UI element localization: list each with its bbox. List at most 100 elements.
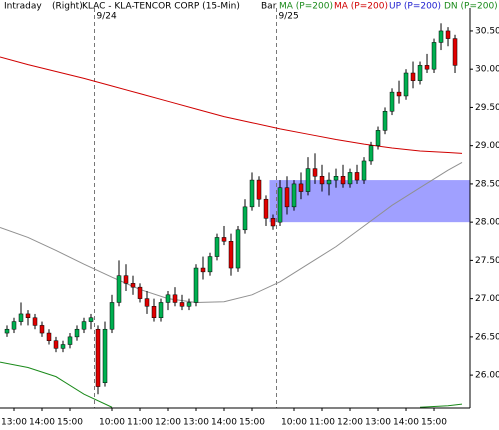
y-tick-label: 29.00 xyxy=(475,141,499,151)
x-tick-label: 14:00 xyxy=(211,418,237,428)
legend-label: UP (P=200) xyxy=(389,2,441,12)
candle-body xyxy=(396,91,402,97)
candle-body xyxy=(375,130,381,146)
y-tick-label: 30.50 xyxy=(475,26,499,36)
candle-body xyxy=(207,256,213,273)
x-tick-label: 14:00 xyxy=(29,418,55,428)
x-tick-label: 13:00 xyxy=(365,418,391,428)
candle-body xyxy=(74,328,80,338)
candle-body xyxy=(249,179,255,208)
x-tick-label: 15:00 xyxy=(421,418,447,428)
candle-body xyxy=(431,42,437,70)
candle-body xyxy=(130,283,136,288)
header: Intraday xyxy=(4,2,42,12)
candle-body xyxy=(312,168,318,177)
candle-body xyxy=(235,229,241,269)
candle-body xyxy=(144,298,150,307)
y-tick-label: 27.50 xyxy=(475,256,499,266)
candle-body xyxy=(137,286,143,299)
candle-body xyxy=(228,241,234,269)
candle-body xyxy=(298,183,304,192)
y-tick-label: 26.50 xyxy=(475,332,499,342)
candle-body xyxy=(200,267,206,273)
header: (Right) xyxy=(52,2,83,12)
candle-body xyxy=(242,206,248,231)
y-tick-label: 28.00 xyxy=(475,218,499,228)
candle-body xyxy=(116,275,122,303)
candle-body xyxy=(25,313,31,319)
candle-body xyxy=(417,65,423,81)
x-tick-label: 13:00 xyxy=(1,418,27,428)
y-tick-label: 29.50 xyxy=(475,103,499,113)
candle-body xyxy=(445,30,451,39)
candle-body xyxy=(179,302,185,307)
x-tick-label: 10:00 xyxy=(99,418,125,428)
x-tick-label: 12:00 xyxy=(337,418,363,428)
candle-body xyxy=(60,344,66,349)
y-tick-label: 30.00 xyxy=(475,65,499,75)
candle-body xyxy=(102,328,108,384)
candle-body xyxy=(158,302,164,319)
candle-body xyxy=(284,187,290,208)
candle-body xyxy=(67,336,73,345)
day-label: 9/24 xyxy=(97,12,117,22)
y-tick-label: 27.00 xyxy=(475,294,499,304)
candle-body xyxy=(221,237,227,242)
candle-body xyxy=(403,72,409,97)
y-tick-label: 26.00 xyxy=(475,371,499,381)
candle-body xyxy=(368,145,374,162)
day-label: 9/25 xyxy=(279,12,299,22)
x-tick-label: 12:00 xyxy=(155,418,181,428)
candle-body xyxy=(263,198,269,219)
candle-body xyxy=(32,317,38,326)
x-tick-label: 11:00 xyxy=(127,418,153,428)
x-tick-label: 14:00 xyxy=(393,418,419,428)
candle-body xyxy=(340,176,346,185)
candle-body xyxy=(305,168,311,192)
candle-body xyxy=(347,172,353,185)
candle-body xyxy=(361,160,367,181)
candle-body xyxy=(452,38,458,66)
indicator-line xyxy=(0,162,463,303)
legend-label: DN (P=200) xyxy=(444,2,498,12)
candle-body xyxy=(438,30,444,43)
candle-body xyxy=(214,237,220,257)
candle-body xyxy=(354,172,360,181)
candle-body xyxy=(39,325,45,334)
candle-body xyxy=(389,91,395,112)
candle-body xyxy=(424,65,430,70)
candle-body xyxy=(270,218,276,227)
x-tick-label: 15:00 xyxy=(239,418,265,428)
legend-label: MA (P=200) xyxy=(279,2,333,12)
candle-body xyxy=(88,317,94,322)
candle-body xyxy=(256,179,262,200)
plot xyxy=(0,8,470,408)
candle-body xyxy=(53,340,59,349)
indicator-line xyxy=(0,56,463,154)
x-tick-label: 10:00 xyxy=(281,418,307,428)
x-tick-label: 11:00 xyxy=(309,418,335,428)
candle-body xyxy=(193,267,199,303)
candle-body xyxy=(4,328,10,334)
header: KLAC - KLA-TENCOR CORP (15-Min) xyxy=(82,2,240,12)
candle-body xyxy=(291,183,297,208)
candle-body xyxy=(319,176,325,185)
candle-body xyxy=(18,313,24,322)
candle-body xyxy=(109,302,115,330)
header: Bar xyxy=(261,2,277,12)
candle-body xyxy=(382,111,388,131)
legend-label: MA (P=200) xyxy=(334,2,388,12)
y-tick-label: 28.50 xyxy=(475,179,499,189)
candle-body xyxy=(277,187,283,223)
candle-body xyxy=(410,72,416,81)
candle-body xyxy=(165,294,171,303)
candle-body xyxy=(186,302,192,307)
indicator-line xyxy=(0,361,463,408)
candle-body xyxy=(151,306,157,319)
x-tick-label: 13:00 xyxy=(183,418,209,428)
candle-body xyxy=(123,275,129,284)
candle-body xyxy=(172,294,178,303)
candle-body xyxy=(11,321,17,330)
x-tick-label: 15:00 xyxy=(57,418,83,428)
